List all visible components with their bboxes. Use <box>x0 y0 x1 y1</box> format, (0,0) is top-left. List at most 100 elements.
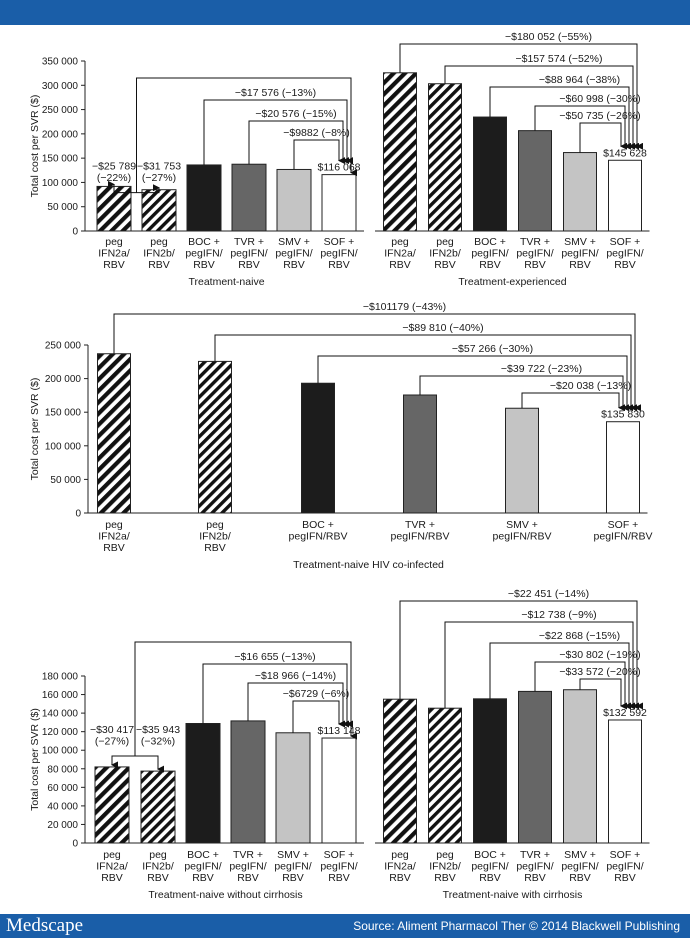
group-label: Treatment-naive without cirrhosis <box>148 889 302 901</box>
bar <box>185 723 221 844</box>
bar <box>608 159 642 232</box>
y-tick-label: 100 000 <box>42 746 79 757</box>
source-citation: Source: Aliment Pharmacol Ther © 2014 Bl… <box>353 919 680 933</box>
y-tick-label: 300 000 <box>42 81 79 92</box>
category-label: peg IFN2a/RBV <box>98 519 130 554</box>
cost-per-svr-figure: 0 50 000 100 000 150 000 200 000 250 000 300 0… <box>29 31 652 901</box>
bar <box>321 737 357 844</box>
leader-line <box>444 621 639 710</box>
sof-value-label: $113 148 <box>317 725 360 737</box>
bar <box>403 394 437 514</box>
y-tick-label: 0 <box>75 509 81 520</box>
savings-annotation: −$180 052 (−55%) <box>505 31 592 43</box>
category-label: BOC + pegIFN/RBV <box>184 849 221 884</box>
savings-annotation: −$31 753 (−27%) <box>137 161 181 185</box>
group-label: Treatment-naive with cirrhosis <box>443 889 583 901</box>
bar <box>321 174 357 232</box>
savings-annotation: −$22 868 (−15%) <box>539 630 620 642</box>
savings-annotation: −$9882 (−8%) <box>283 127 350 139</box>
leader-line <box>399 600 643 710</box>
group-label: Treatment-naive HIV co-infected <box>293 559 444 571</box>
bar <box>141 189 177 232</box>
y-tick-label: 250 000 <box>42 105 79 116</box>
savings-annotation: −$89 810 (−40%) <box>402 322 483 334</box>
sof-value-label: $145 628 <box>603 147 647 159</box>
y-tick-label: 60 000 <box>47 783 78 794</box>
leader-line <box>136 77 357 193</box>
bar <box>276 168 312 232</box>
category-label: SOF + pegIFN/RBV <box>606 849 643 884</box>
savings-annotation: −$101179 (−43%) <box>363 301 446 313</box>
category-label: SMV + pegIFN/RBV <box>561 236 598 271</box>
leader-line <box>248 120 349 165</box>
y-tick-label: 140 000 <box>42 709 79 720</box>
savings-annotation: −$30 802 (−19%) <box>559 649 640 661</box>
chart-panel-1: 0 50 000 100 000 150 000 200 000 250 000 300 0… <box>29 31 650 288</box>
savings-annotation: −$60 998 (−30%) <box>559 93 640 105</box>
bar-group-1: peg IFN2a/RBV peg IFN2b/RBV BOC + pegIFN/RBV T… <box>88 301 652 571</box>
y-tick-label: 350 000 <box>42 57 79 68</box>
category-label: peg IFN2b/RBV <box>143 236 175 271</box>
leader-line <box>293 139 345 170</box>
chart-panel-2: 0 50 000 100 000 150 000 200 000 250 000 Total… <box>29 301 652 571</box>
category-label: BOC + pegIFN/RBV <box>185 236 222 271</box>
category-label: peg IFN2a/RBV <box>98 236 130 271</box>
category-label: SOF + pegIFN/RBV <box>594 519 653 543</box>
category-label: peg IFN2b/RBV <box>199 519 231 554</box>
group-label: Treatment-naive <box>188 276 264 288</box>
category-label: SMV + pegIFN/RBV <box>274 849 311 884</box>
savings-annotation: −$35 943 (−32%) <box>136 724 180 748</box>
bar <box>383 698 417 844</box>
y-axis-label: Total cost per SVR ($) <box>29 95 41 198</box>
savings-annotation: −$25 789 (−22%) <box>92 161 136 185</box>
top-banner <box>0 0 690 25</box>
leader-line <box>214 334 637 412</box>
chart-panel-3: 0 20 000 40 000 60 000 80 000 100 000 120 000 1… <box>29 588 650 901</box>
y-tick-label: 0 <box>72 839 78 850</box>
footer-bar: Medscape Source: Aliment Pharmacol Ther … <box>0 914 690 938</box>
bar <box>97 353 131 514</box>
bar <box>140 770 176 844</box>
group-label: Treatment-experienced <box>458 276 566 288</box>
savings-annotation: −$30 417 (−27%) <box>90 724 134 748</box>
category-label: SOF + pegIFN/RBV <box>320 236 357 271</box>
leader-line <box>489 86 635 150</box>
bar <box>198 360 232 514</box>
bar <box>608 719 642 844</box>
category-label: BOC + pegIFN/RBV <box>471 236 508 271</box>
category-label: TVR + pegIFN/RBV <box>230 236 267 271</box>
bar <box>563 689 597 844</box>
leader-line <box>203 99 353 165</box>
leader-line <box>134 641 357 757</box>
bar <box>186 164 222 232</box>
sof-value-label: $135 830 <box>601 409 645 421</box>
y-tick-label: 20 000 <box>47 820 78 831</box>
category-label: peg IFN2a/RBV <box>384 849 416 884</box>
savings-annotation: −$6729 (−6%) <box>283 688 350 700</box>
category-label: peg IFN2a/RBV <box>96 849 128 884</box>
y-tick-label: 180 000 <box>42 672 79 683</box>
category-label: BOC + pegIFN/RBV <box>471 849 508 884</box>
category-label: TVR + pegIFN/RBV <box>391 519 450 543</box>
bar <box>473 116 507 232</box>
bar <box>230 720 266 844</box>
savings-annotation: −$88 964 (−38%) <box>539 74 620 86</box>
category-label: SOF + pegIFN/RBV <box>606 236 643 271</box>
savings-annotation: −$39 722 (−23%) <box>501 363 582 375</box>
leader-line <box>292 700 345 733</box>
y-tick-label: 80 000 <box>47 764 78 775</box>
savings-annotation: −$12 738 (−9%) <box>521 609 596 621</box>
leader-line <box>489 642 635 710</box>
savings-annotation: −$17 576 (−13%) <box>235 87 316 99</box>
category-label: SMV + pegIFN/RBV <box>275 236 312 271</box>
leader-line <box>247 682 349 728</box>
savings-annotation: −$20 038 (−13%) <box>550 380 631 392</box>
category-label: peg IFN2a/RBV <box>384 236 416 271</box>
y-tick-label: 100 000 <box>42 178 79 189</box>
leader-line <box>444 65 639 150</box>
y-tick-label: 160 000 <box>42 690 79 701</box>
leader-line <box>419 375 629 412</box>
y-axis-label: Total cost per SVR ($) <box>29 708 41 811</box>
